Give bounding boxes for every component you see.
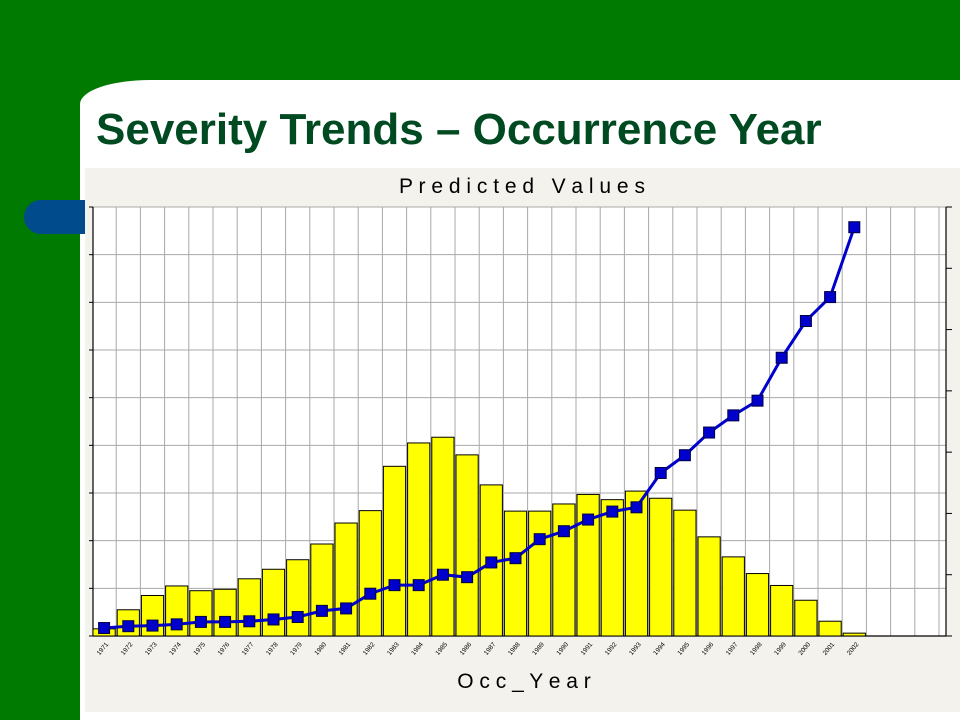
bar (407, 442, 431, 637)
x-tick-label: 1972 (120, 641, 135, 657)
x-tick-label: 2000 (797, 641, 812, 657)
bar (745, 573, 770, 637)
line-point (170, 618, 183, 631)
bar (237, 578, 261, 637)
line-point (412, 579, 425, 592)
bar (600, 499, 624, 637)
line-point (751, 394, 764, 407)
line-point (799, 314, 812, 327)
line-point (678, 449, 691, 462)
x-tick-label: 1993 (628, 641, 643, 657)
line-point (194, 615, 207, 628)
x-tick-label: 1986 (459, 641, 474, 657)
bar (382, 465, 407, 637)
bar (818, 620, 842, 637)
bar (794, 599, 818, 637)
x-tick-label: 1978 (265, 641, 280, 657)
line-point (582, 513, 595, 526)
x-tick-label: 1995 (676, 641, 691, 657)
bar (552, 503, 576, 637)
x-tick-label: 1989 (531, 641, 546, 657)
x-tick-label: 1999 (773, 641, 788, 657)
bar (576, 493, 600, 637)
line-point (315, 604, 328, 617)
x-tick-label: 1981 (338, 641, 353, 657)
x-tick-label: 1991 (580, 641, 595, 657)
bar (649, 497, 673, 637)
line-point (340, 602, 353, 615)
slide-title: Severity Trends – Occurrence Year (96, 105, 822, 154)
line-point (146, 619, 159, 632)
x-tick-label: 1976 (217, 641, 232, 657)
x-tick-label: 1980 (313, 641, 328, 657)
x-tick-label: 1992 (604, 641, 619, 657)
chart-title: P r e d i c t e d V a l u e s (399, 175, 645, 198)
x-tick-label: 1975 (192, 641, 207, 657)
x-tick-label: 2001 (822, 641, 837, 657)
line-point (219, 615, 232, 628)
x-tick-label: 1997 (725, 641, 740, 657)
line-point (703, 426, 716, 439)
x-tick-label: 1990 (555, 641, 570, 657)
line-point (485, 556, 498, 569)
x-tick-label: 1996 (701, 641, 716, 657)
line-point (509, 552, 522, 565)
line-point (775, 351, 788, 364)
line-point (122, 620, 135, 633)
line-point (654, 466, 667, 479)
line-point (461, 571, 474, 584)
bar (334, 522, 358, 637)
bar (213, 588, 237, 637)
line-point (630, 501, 643, 514)
line-point (243, 615, 256, 628)
x-tick-label: 2002 (846, 641, 861, 657)
bar (261, 568, 286, 637)
x-tick-label: 1998 (749, 641, 764, 657)
bar (624, 490, 649, 637)
x-tick-label: 1984 (410, 641, 425, 657)
x-tick-label: 1971 (96, 641, 111, 657)
x-tick-label: 1977 (241, 641, 256, 657)
bar (431, 436, 455, 637)
line-point (824, 291, 837, 304)
line-point (533, 533, 546, 546)
bar-series (92, 436, 866, 637)
x-tick-label: 1994 (652, 641, 667, 657)
line-point (98, 622, 111, 635)
bar (503, 510, 528, 637)
bar (842, 632, 866, 637)
x-tick-label: 1974 (168, 641, 183, 657)
line-point (388, 579, 401, 592)
line-series (98, 221, 861, 635)
x-tick-labels: 1971 1972 1973 1974 1975 1976 1977 1978 1979 1980… (96, 641, 861, 657)
bar (455, 454, 479, 637)
line-point (727, 409, 740, 422)
line-point (436, 568, 449, 581)
line-point (291, 611, 304, 624)
bar (286, 559, 310, 637)
bar (721, 556, 745, 637)
x-tick-label: 1987 (483, 641, 498, 657)
bar (358, 510, 382, 637)
bar (770, 584, 794, 637)
line-point (557, 525, 570, 538)
x-tick-label: 1973 (144, 641, 159, 657)
x-tick-label: 1982 (362, 641, 377, 657)
x-tick-label: 1983 (386, 641, 401, 657)
line-point (267, 613, 280, 626)
x-axis-label: O c c _ Y e a r (457, 670, 590, 693)
bar (528, 510, 552, 637)
line-point (848, 221, 861, 234)
bar (189, 590, 213, 637)
line-point (364, 587, 377, 600)
bar (673, 509, 697, 637)
x-tick-label: 1988 (507, 641, 522, 657)
x-tick-label: 1979 (289, 641, 304, 657)
bar (310, 543, 334, 637)
bar (697, 536, 721, 637)
x-tick-label: 1985 (434, 641, 449, 657)
line-point (606, 505, 619, 518)
